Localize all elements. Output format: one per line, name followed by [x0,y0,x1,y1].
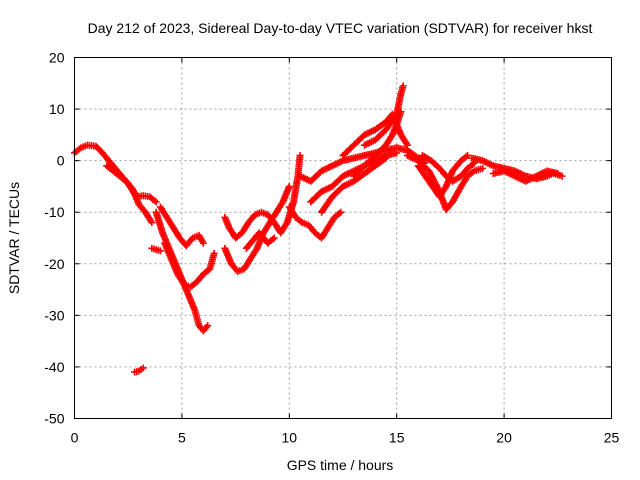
data-point [156,247,164,255]
y-tick-label: 10 [49,101,65,117]
axis-ticks: 0 5 10 15 20 25 -50 -40 -30 -20 -10 0 10 20 [44,50,619,446]
y-tick-label: -20 [44,256,64,272]
series-trace-i [221,182,293,276]
y-tick-label: 0 [57,153,65,169]
series-trace-n [318,154,390,216]
series-trace-e [161,239,218,291]
series-trace-f [148,244,164,255]
x-tick-label: 0 [71,430,79,446]
data-point [285,182,293,190]
series-trace-a [71,141,156,227]
data-point [382,154,390,162]
x-tick-label: 15 [389,430,405,446]
y-tick-label: -40 [44,359,64,375]
data-point [479,164,487,172]
series-trace-b [103,162,160,206]
series-trace-v [489,167,562,185]
data-marks [71,82,566,376]
data-point [393,149,401,157]
series-trace-r [403,151,487,214]
data-point [558,172,566,180]
data-point [554,170,562,178]
data-point [397,108,405,116]
y-axis-label: SDTVAR / TECUs [6,182,22,294]
series-trace-k [285,203,345,242]
series-trace-g [131,364,147,376]
data-point [270,234,278,242]
y-tick-label: -50 [44,411,64,427]
data-point [403,141,411,149]
grid-lines [74,57,612,419]
data-point [210,249,218,257]
series-trace-l [296,144,429,185]
series-trace-q [350,108,405,180]
data-point [399,82,407,90]
y-tick-label: -30 [44,307,64,323]
data-point [204,322,212,330]
data-point [337,208,345,216]
plot-frame [74,57,612,419]
y-tick-label: -10 [44,204,64,220]
series-trace-s [414,151,472,201]
x-tick-label: 20 [496,430,512,446]
data-point [464,151,472,159]
data-point [152,198,160,206]
series-trace-c [156,203,207,250]
data-point [139,364,147,372]
x-tick-label: 10 [282,430,298,446]
x-axis-label: GPS time / hours [287,457,394,473]
x-tick-label: 25 [604,430,620,446]
chart-title: Day 212 of 2023, Sidereal Day-to-day VTE… [88,20,593,36]
data-point [148,219,156,227]
y-tick-label: 20 [49,50,65,66]
x-tick-label: 5 [178,430,186,446]
data-point [199,239,207,247]
series-trace-p [360,82,407,149]
series-trace-t [418,151,478,185]
data-point [296,151,304,159]
series-trace-j [242,229,278,252]
series-trace-h [221,151,304,242]
